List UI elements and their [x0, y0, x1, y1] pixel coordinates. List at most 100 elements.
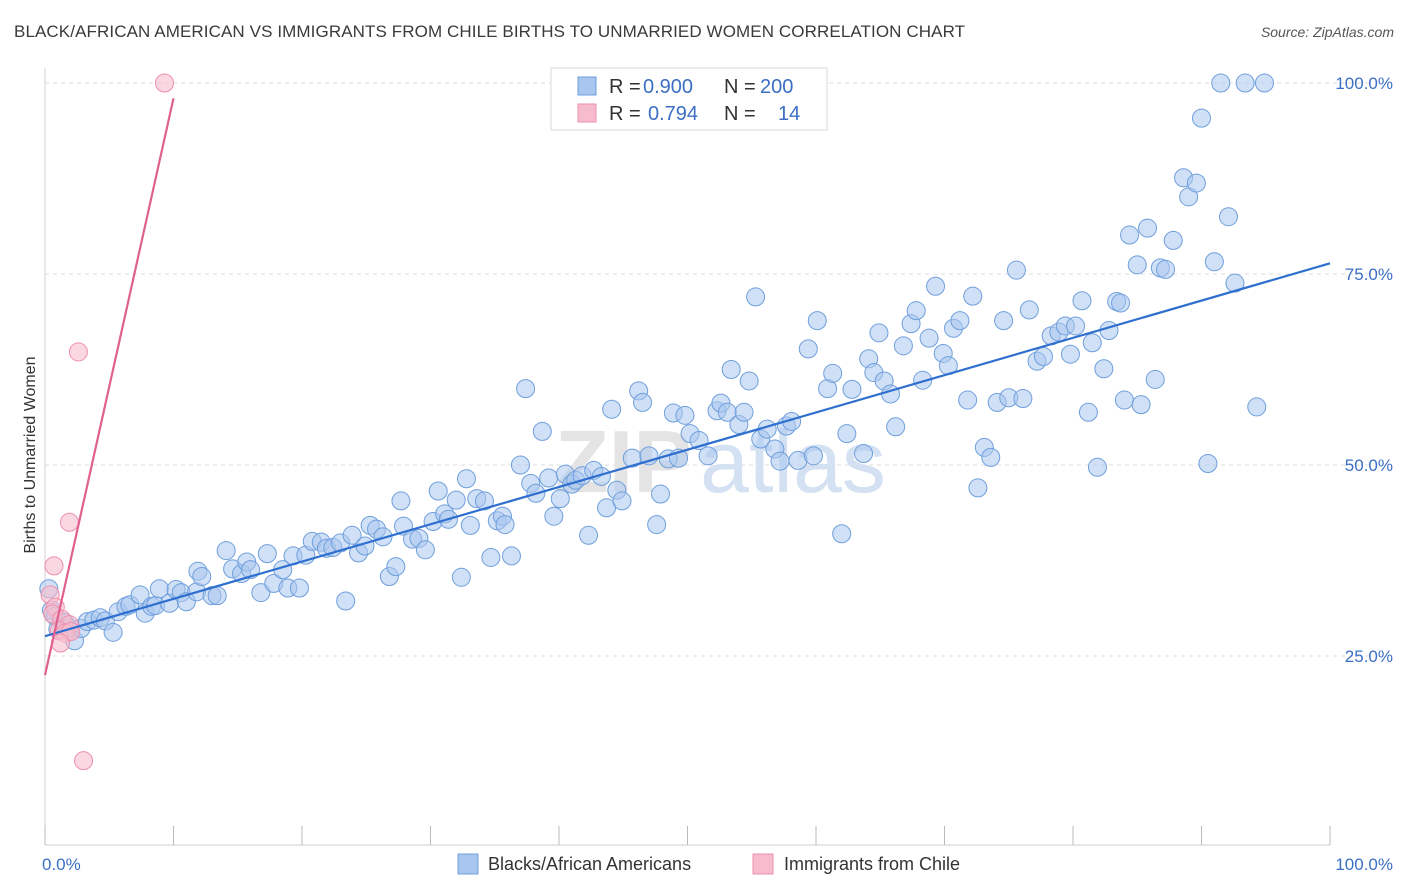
- data-point-blacks: [391, 491, 411, 511]
- correlation-legend: R = 0.900 N = 200 R = 0.794 N = 14: [550, 67, 828, 131]
- series-chile-points: [40, 73, 175, 771]
- data-point-chile: [74, 751, 94, 771]
- data-point-blacks: [602, 399, 622, 419]
- data-point-blacks: [1198, 453, 1218, 473]
- data-point-blacks: [192, 567, 212, 587]
- data-point-blacks: [1082, 333, 1102, 353]
- data-point-blacks: [1131, 395, 1151, 415]
- data-point-blacks: [1254, 73, 1274, 93]
- y-tick-label: 75.0%: [1345, 265, 1393, 284]
- data-point-blacks: [981, 447, 1001, 467]
- data-point-blacks: [1120, 225, 1140, 245]
- data-point-blacks: [1033, 347, 1053, 367]
- data-point-blacks: [721, 360, 741, 379]
- data-point-blacks: [1127, 255, 1147, 275]
- data-point-blacks: [893, 336, 913, 356]
- data-point-blacks: [1060, 344, 1080, 364]
- data-point-blacks: [532, 421, 552, 441]
- data-point-blacks: [130, 585, 150, 605]
- data-point-blacks: [803, 446, 823, 466]
- data-point-blacks: [869, 323, 889, 343]
- legend-box: [550, 67, 828, 131]
- data-point-blacks: [1019, 300, 1039, 320]
- data-point-blacks: [770, 451, 790, 471]
- data-point-blacks: [1235, 73, 1255, 93]
- data-point-blacks: [415, 540, 435, 560]
- data-point-blacks: [539, 468, 559, 488]
- legend-r-value-pink: 0.794: [648, 103, 698, 125]
- data-point-blacks: [1138, 218, 1158, 238]
- data-point-blacks: [1225, 273, 1245, 293]
- data-point-blacks: [474, 491, 494, 511]
- data-point-blacks: [842, 379, 862, 399]
- data-point-blacks: [251, 583, 271, 603]
- data-point-blacks: [386, 557, 406, 577]
- data-point-blacks: [373, 527, 393, 547]
- legend-n-value-blue: 200: [760, 76, 793, 98]
- data-point-blacks: [913, 370, 933, 390]
- data-point-blacks: [854, 444, 874, 464]
- data-point-blacks: [963, 286, 983, 306]
- data-point-blacks: [1087, 457, 1107, 477]
- y-tick-label: 50.0%: [1345, 456, 1393, 475]
- data-point-blacks: [460, 515, 480, 535]
- data-point-blacks: [647, 515, 667, 535]
- data-point-blacks: [675, 405, 695, 425]
- data-point-blacks: [428, 481, 448, 501]
- data-point-blacks: [950, 311, 970, 331]
- data-point-blacks: [651, 484, 671, 504]
- data-point-blacks: [926, 276, 946, 296]
- y-axis-label: Births to Unmarried Women: [22, 356, 39, 553]
- data-point-blacks: [968, 478, 988, 498]
- trend-line-blacks: [44, 262, 1331, 638]
- data-point-blacks: [216, 541, 236, 561]
- x-tick-label: 100.0%: [1335, 855, 1393, 874]
- data-point-blacks: [1111, 293, 1131, 313]
- bottom-legend-swatch-pink: [752, 853, 774, 875]
- x-tick-label: 0.0%: [42, 855, 81, 874]
- data-point-blacks: [451, 567, 471, 587]
- data-point-chile: [44, 556, 64, 576]
- data-point-blacks: [495, 515, 515, 535]
- data-point-blacks: [579, 525, 599, 545]
- series-blacks-points: [39, 73, 1274, 651]
- data-point-blacks: [1099, 321, 1119, 341]
- legend-r-label-blue: R =: [609, 76, 641, 98]
- data-point-blacks: [510, 455, 530, 475]
- data-point-blacks: [1163, 230, 1183, 250]
- data-point-blacks: [103, 622, 123, 642]
- axes: [44, 68, 1331, 846]
- legend-r-label-pink: R =: [609, 103, 641, 125]
- data-point-blacks: [837, 424, 857, 444]
- bottom-legend-label-pink: Immigrants from Chile: [784, 854, 960, 874]
- y-tick-label: 25.0%: [1345, 647, 1393, 666]
- data-point-blacks: [612, 491, 632, 511]
- data-point-blacks: [1211, 73, 1231, 93]
- bottom-legend-swatch-blue: [457, 853, 479, 875]
- data-point-blacks: [446, 490, 466, 510]
- legend-swatch-blue: [577, 76, 597, 96]
- data-point-blacks: [257, 544, 277, 564]
- data-point-blacks: [516, 379, 536, 399]
- data-point-blacks: [832, 524, 852, 544]
- data-point-blacks: [550, 489, 570, 509]
- data-point-blacks: [739, 371, 759, 391]
- tick-labels: 25.0% 50.0% 75.0% 100.0% 0.0% 100.0%: [42, 74, 1393, 874]
- data-point-chile: [155, 73, 175, 93]
- data-point-chile: [59, 512, 79, 532]
- data-point-blacks: [1114, 390, 1134, 410]
- data-point-blacks: [698, 446, 718, 466]
- legend-r-value-blue: 0.900: [643, 76, 693, 98]
- data-point-blacks: [1072, 291, 1092, 311]
- data-point-blacks: [823, 363, 843, 383]
- trend-lines: [43, 98, 1331, 676]
- data-point-blacks: [456, 469, 476, 489]
- data-point-blacks: [1247, 397, 1267, 417]
- data-point-blacks: [886, 417, 906, 437]
- data-point-blacks: [501, 546, 521, 566]
- data-point-blacks: [746, 287, 766, 307]
- data-point-blacks: [906, 301, 926, 321]
- data-point-blacks: [1192, 108, 1211, 128]
- trend-line-chile: [43, 98, 175, 676]
